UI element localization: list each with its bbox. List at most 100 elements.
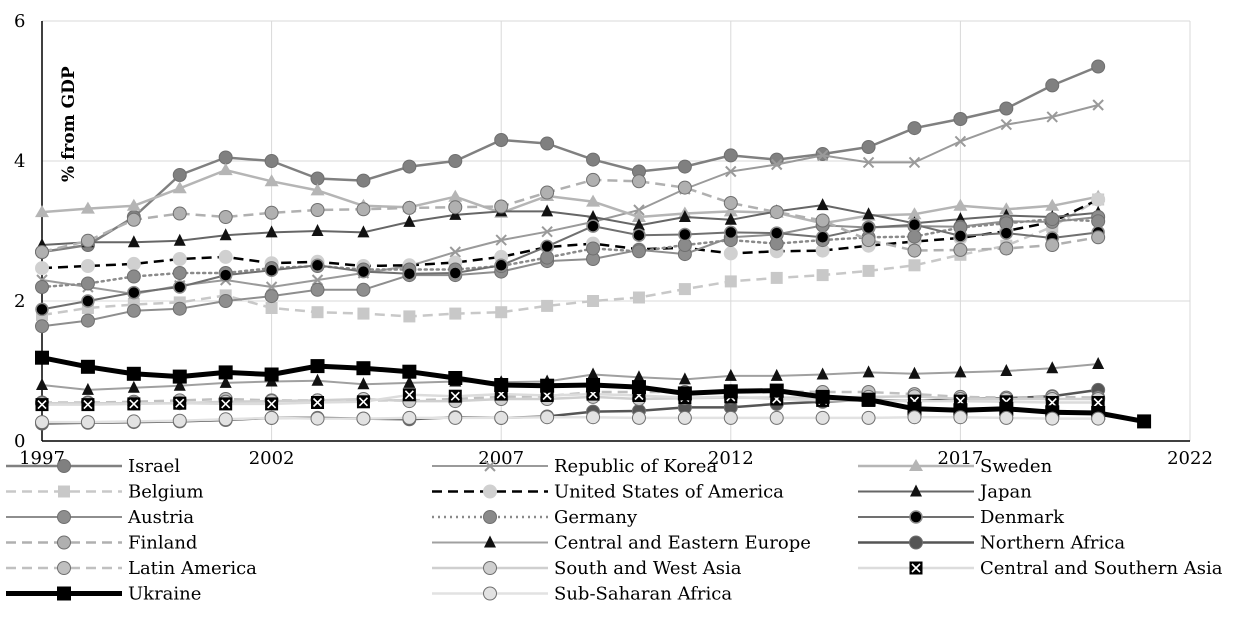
legend-swatch-marker [57,459,71,473]
data-point [126,303,141,318]
data-point [1046,111,1058,123]
data-point [402,388,416,402]
data-point [126,212,141,227]
legend-entry: Ukraine [6,584,201,605]
data-point [540,136,555,151]
data-point [218,163,233,176]
data-point [356,395,370,409]
legend-entry: Germany [432,507,638,528]
data-point [494,258,508,273]
data-point [127,397,141,411]
data-point [861,392,876,407]
data-point [311,274,324,286]
data-point [172,266,187,280]
data-point [1092,99,1104,111]
data-point [173,280,187,294]
series-line [41,198,1099,270]
data-point [724,225,738,240]
series-8 [35,217,1105,317]
data-point [632,291,645,304]
data-point [908,259,921,272]
data-point [724,275,737,288]
data-point [218,365,233,380]
data-point [218,210,233,224]
data-point [172,369,187,384]
data-point [907,410,922,425]
legend-label: Ukraine [128,584,201,605]
data-point [80,313,95,328]
data-point [953,229,968,243]
legend: Israel Republic of Korea Sweden Belgium Unit… [6,456,1223,605]
data-point [586,410,601,425]
data-point [999,241,1014,256]
data-point [494,133,509,147]
data-point [35,261,49,276]
legend-label: Belgium [128,482,204,503]
data-point [723,384,738,399]
legend-swatch-marker [909,510,923,524]
data-point [678,227,692,242]
data-point [80,415,95,430]
data-point [35,245,49,259]
data-point [311,373,324,386]
x-tick-label: 2022 [1167,448,1213,469]
data-point [769,383,784,398]
data-point [356,411,371,426]
series-4 [35,192,1106,276]
legend-label: Japan [978,482,1032,503]
series-6 [35,210,1106,334]
data-point [126,366,141,381]
x-tick-label: 2012 [708,448,754,469]
data-point [907,229,922,244]
data-point [264,289,279,304]
series-line [41,223,1099,311]
data-point [80,276,95,291]
legend-label: Latin America [128,558,257,579]
data-point [540,410,555,425]
data-point [448,410,463,425]
data-point [264,263,279,277]
data-point [723,196,738,210]
data-point [264,154,279,168]
data-point [861,140,876,154]
data-point [1137,414,1152,429]
data-point [311,224,324,236]
data-point [311,396,325,409]
legend-label: Germany [554,507,638,528]
data-point [173,396,187,410]
legend-swatch-marker [910,484,922,497]
data-point [311,306,324,319]
data-point [495,306,508,319]
series-11 [35,382,1106,431]
data-point [126,256,141,271]
data-point [816,269,829,282]
legend-swatch-marker [57,561,71,575]
legend-entry: South and West Asia [432,558,742,579]
series-2 [35,163,1106,229]
data-point [999,410,1014,425]
legend-entry: Sweden [858,456,1053,477]
data-point [219,228,232,241]
data-point [310,203,325,217]
data-point [540,185,555,200]
data-point [1045,78,1060,93]
x-tick-label: 2007 [478,448,524,469]
legend-label: Austria [127,507,194,528]
data-point [310,258,325,273]
data-point [723,204,738,217]
data-point [126,269,141,284]
data-point [494,199,509,214]
data-point [494,378,509,392]
data-point [402,200,417,215]
data-point [310,282,325,297]
data-point [631,210,646,222]
data-point [816,367,829,380]
series-16 [35,410,1106,430]
data-point [81,398,95,412]
data-point [265,397,279,411]
data-point [541,204,554,217]
data-point [494,410,509,425]
y-axis-label: % from GDP [59,66,79,182]
data-point [953,242,968,257]
series-5 [36,198,1105,250]
